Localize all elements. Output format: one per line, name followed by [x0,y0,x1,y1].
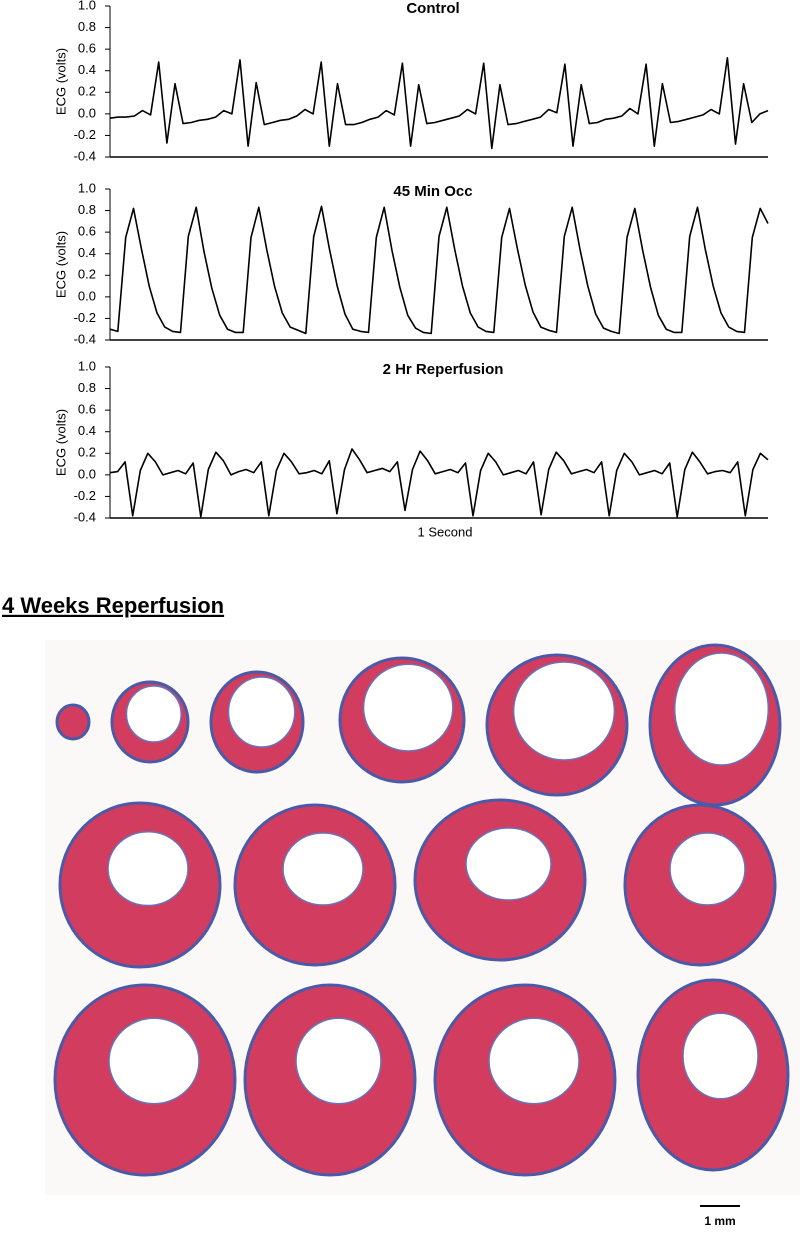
ecg-trace [109,205,769,335]
slice-cavity [465,827,552,901]
section-title: 4 Weeks Reperfusion [2,593,224,618]
chart-title: 45 Min Occ [393,183,472,200]
y-tick-label: 0.8 [78,380,96,395]
heart-slice [58,801,222,969]
y-tick-label: 0.4 [78,245,96,260]
slice-cavity [512,661,616,761]
y-tick-label: -0.4 [74,331,96,346]
slice-cavity [682,1012,759,1100]
heart-slice [53,983,237,1177]
y-tick-label: 0.0 [78,466,96,481]
chart-title: 2 Hr Reperfusion [383,361,504,378]
y-tick-label: 0.0 [78,288,96,303]
slice-cavity [362,663,454,752]
y-axis-label: ECG (volts) [53,231,68,298]
y-tick-label: -0.2 [74,488,96,503]
y-tick-label: 0.2 [78,267,96,282]
x-axis-label: 1 Second [418,524,473,539]
scale-bar-label: 1 mm [704,1214,735,1228]
heart-slice [243,983,417,1177]
y-tick-label: 0.8 [78,202,96,217]
y-axis-label: ECG (volts) [53,48,68,115]
y-tick-label: 0.4 [78,423,96,438]
ecg-trace [109,57,769,150]
y-tick-label: -0.4 [74,148,96,163]
y-tick-label: 0.6 [78,224,96,239]
y-tick-label: 0.6 [78,402,96,417]
y-axis-label: ECG (volts) [53,409,68,476]
heart-slice [433,983,617,1177]
y-tick-label: 0.2 [78,84,96,99]
chart-title: Control [406,0,459,17]
y-tick-label: 1.0 [78,0,96,12]
y-tick-label: 0.8 [78,19,96,34]
y-tick-label: 0.4 [78,62,96,77]
heart-slice [55,703,91,741]
y-tick-label: 0.0 [78,105,96,120]
slice-tissue [55,703,91,741]
heart-slice [338,656,466,784]
heart-slice [485,653,629,797]
heart-slice [413,798,587,962]
heart-slice [110,680,190,764]
heart-slice [636,978,790,1172]
heart-slice [623,803,777,967]
slice-cavity [282,832,364,906]
slice-cavity [295,1017,382,1105]
heart-slice [209,670,305,774]
heart-slice [648,643,782,807]
slice-cavity [108,1017,200,1105]
y-tick-label: 0.2 [78,445,96,460]
y-tick-label: 1.0 [78,358,96,373]
slice-cavity [669,832,746,906]
slice-cavity [673,652,770,766]
slice-cavity [107,830,189,907]
slice-cavity [227,676,296,748]
y-tick-label: -0.4 [74,509,96,524]
y-tick-label: 1.0 [78,180,96,195]
slice-cavity [125,685,182,743]
y-tick-label: 0.6 [78,41,96,56]
heart-slice [233,803,397,967]
slice-cavity [488,1017,580,1105]
y-tick-label: -0.2 [74,127,96,142]
y-tick-label: -0.2 [74,310,96,325]
ecg-trace [109,448,769,518]
